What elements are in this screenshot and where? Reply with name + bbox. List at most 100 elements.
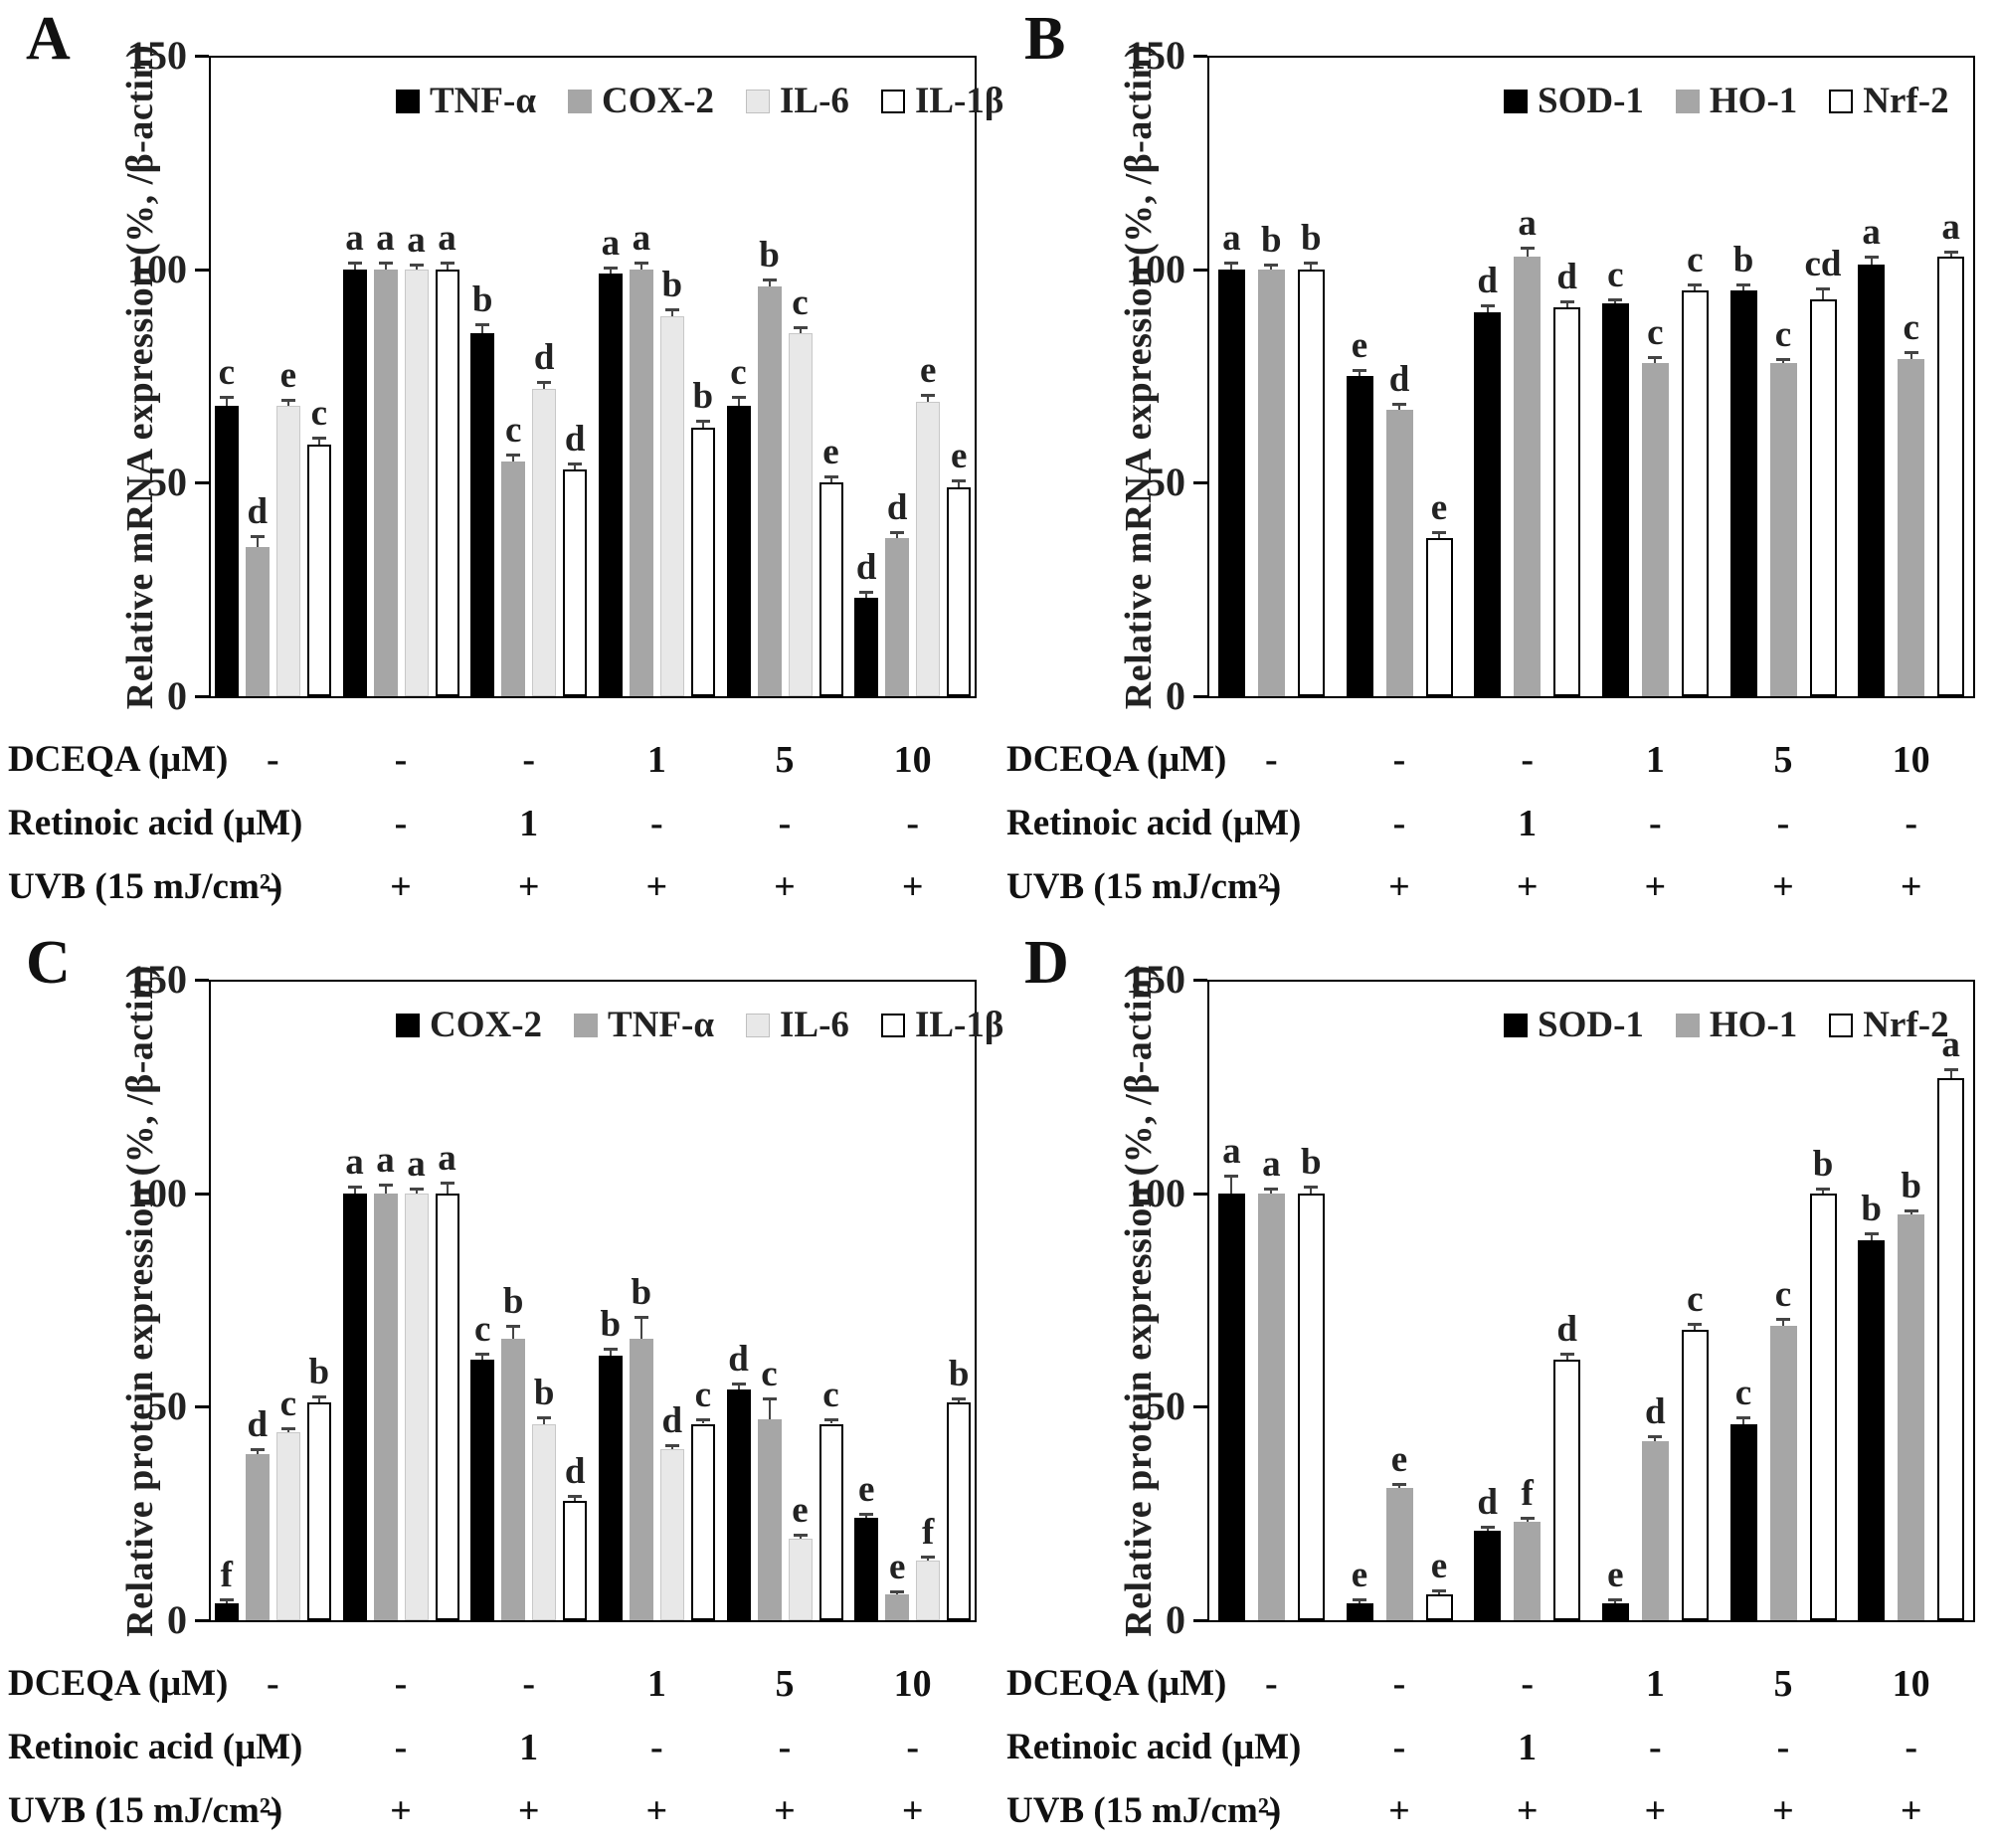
significance-letter: c xyxy=(1607,254,1624,295)
bar-Nrf-2-group2 xyxy=(1425,1594,1453,1620)
error-bar-cap xyxy=(1776,1318,1790,1322)
panel-label-a: A xyxy=(26,5,71,73)
error-bar-cap xyxy=(250,535,265,538)
y-tick xyxy=(195,268,209,272)
significance-letter: d xyxy=(855,546,877,588)
treatment-row-value: - xyxy=(267,1727,279,1768)
legend-item: Nrf-2 xyxy=(1829,80,1949,122)
treatment-row-value: 1 xyxy=(646,1663,666,1705)
bar-SOD-1-group1 xyxy=(1217,269,1245,696)
error-bar-cap xyxy=(409,264,424,268)
bar-TNF-α-group3 xyxy=(470,333,495,696)
significance-letter: c xyxy=(694,1375,712,1416)
error-bar xyxy=(1870,256,1873,266)
treatment-row-value: 5 xyxy=(1773,739,1793,781)
treatment-row-value: - xyxy=(1521,1663,1534,1705)
bar-SOD-1-group4 xyxy=(1601,1602,1629,1620)
error-bar xyxy=(1909,1209,1912,1215)
bar-IL-6-group1 xyxy=(275,406,300,696)
error-bar xyxy=(865,1513,868,1518)
legend-label: COX-2 xyxy=(601,81,715,121)
error-bar-cap xyxy=(506,1324,521,1328)
treatment-row-value: 1 xyxy=(519,1727,539,1768)
significance-letter: a xyxy=(407,1144,426,1186)
treatment-row-label: UVB (15 mJ/cm²) xyxy=(1006,1790,1282,1831)
y-tick xyxy=(195,979,209,982)
legend-item: IL-1β xyxy=(880,80,1003,122)
treatment-row-value: + xyxy=(1900,866,1922,908)
error-bar xyxy=(481,324,484,334)
legend-swatch xyxy=(396,89,420,113)
treatment-row-value: 10 xyxy=(1892,739,1930,781)
significance-letter: b xyxy=(1901,1165,1921,1206)
treatment-row-value: 5 xyxy=(1773,1663,1793,1705)
bar-TNF-α-group4 xyxy=(598,273,623,696)
significance-letter: b xyxy=(661,265,683,306)
treatment-row-value: + xyxy=(645,1790,668,1832)
bar-IL-6-group3 xyxy=(532,388,557,696)
significance-letter: d xyxy=(247,1404,269,1446)
bar-TNF-α-group5 xyxy=(757,1419,782,1620)
bar-TNF-α-group2 xyxy=(342,269,367,696)
error-bar-cap xyxy=(409,1188,424,1192)
significance-letter: a xyxy=(1941,207,1960,249)
treatment-row-value: - xyxy=(1392,803,1406,844)
y-tick xyxy=(195,1405,209,1409)
plot-area-b xyxy=(1207,56,1975,698)
legend-item: COX-2 xyxy=(567,80,715,122)
bar-IL-6-group5 xyxy=(788,1539,813,1620)
error-bar-cap xyxy=(603,1348,618,1352)
treatment-row-value: + xyxy=(1516,1790,1539,1832)
error-bar-cap xyxy=(1864,255,1879,259)
error-bar-cap xyxy=(793,1534,808,1538)
bar-COX-2-group6 xyxy=(854,1517,879,1620)
significance-letter: d xyxy=(661,1399,683,1441)
error-bar xyxy=(225,1598,228,1603)
treatment-row-value: - xyxy=(1905,803,1917,844)
significance-letter: d xyxy=(1477,1481,1498,1523)
error-bar xyxy=(958,480,961,487)
bar-IL-6-group4 xyxy=(659,315,684,696)
treatment-row-value: 5 xyxy=(775,739,795,781)
bar-Nrf-2-group6 xyxy=(1937,1077,1965,1620)
error-bar xyxy=(609,1349,612,1356)
treatment-row-value: + xyxy=(1772,1790,1794,1832)
significance-letter: e xyxy=(822,431,839,472)
treatment-row-value: - xyxy=(1776,803,1790,844)
bar-SOD-1-group5 xyxy=(1729,290,1757,696)
bar-IL-6-group6 xyxy=(916,401,941,696)
significance-letter: b xyxy=(308,1351,330,1392)
legend-item: SOD-1 xyxy=(1504,1004,1644,1046)
treatment-row-value: - xyxy=(1265,1790,1278,1832)
y-tick xyxy=(195,55,209,58)
treatment-row-value: + xyxy=(645,866,668,908)
treatment-row-value: 10 xyxy=(893,1663,932,1705)
significance-letter: d xyxy=(1388,358,1410,400)
treatment-row-value: - xyxy=(778,1727,792,1768)
legend-swatch xyxy=(1504,89,1528,113)
treatment-row-label: DCEQA (μM) xyxy=(1006,1663,1227,1704)
error-bar xyxy=(927,1556,930,1561)
significance-letter: c xyxy=(1903,307,1919,349)
error-bar xyxy=(768,279,771,286)
y-tick-label: 0 xyxy=(1166,673,1185,718)
treatment-row-label: UVB (15 mJ/cm²) xyxy=(1006,866,1282,907)
significance-letter: a xyxy=(1262,1144,1281,1186)
treatment-row-value: - xyxy=(394,1663,408,1705)
significance-letter: a xyxy=(1222,1131,1241,1173)
y-axis-label-a: Relative mRNA expression (%, /β-actin) xyxy=(119,44,161,710)
treatment-row-value: - xyxy=(1265,1663,1278,1705)
bar-TNF-α-group4 xyxy=(629,1338,653,1620)
error-bar xyxy=(670,309,673,316)
error-bar xyxy=(1438,531,1440,539)
treatment-row-value: + xyxy=(1388,1790,1410,1832)
y-tick-label: 50 xyxy=(1146,460,1185,505)
error-bar xyxy=(1654,356,1657,364)
error-bar xyxy=(1486,305,1489,312)
error-bar-cap xyxy=(1264,264,1279,268)
error-bar-cap xyxy=(1608,1598,1623,1602)
error-bar-cap xyxy=(859,1512,874,1516)
treatment-row-value: 5 xyxy=(775,1663,795,1705)
error-bar xyxy=(958,1397,961,1403)
treatment-row-value: - xyxy=(1265,866,1278,908)
